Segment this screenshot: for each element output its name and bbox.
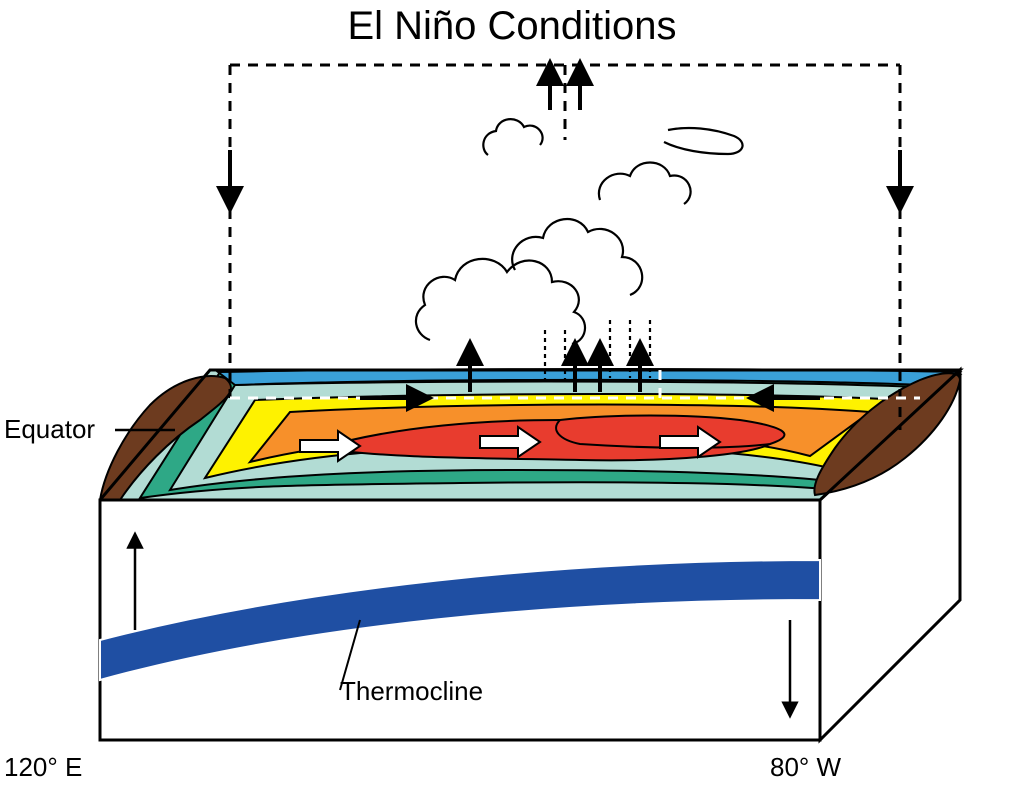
convective-clouds-icon [416, 119, 743, 380]
longitude-east-label: 80° W [770, 752, 841, 783]
thermocline-label: Thermocline [340, 676, 483, 707]
diagram-title: El Niño Conditions [347, 4, 676, 49]
equator-label: Equator [4, 414, 95, 445]
el-nino-diagram [0, 0, 1024, 788]
longitude-west-label: 120° E [4, 752, 82, 783]
